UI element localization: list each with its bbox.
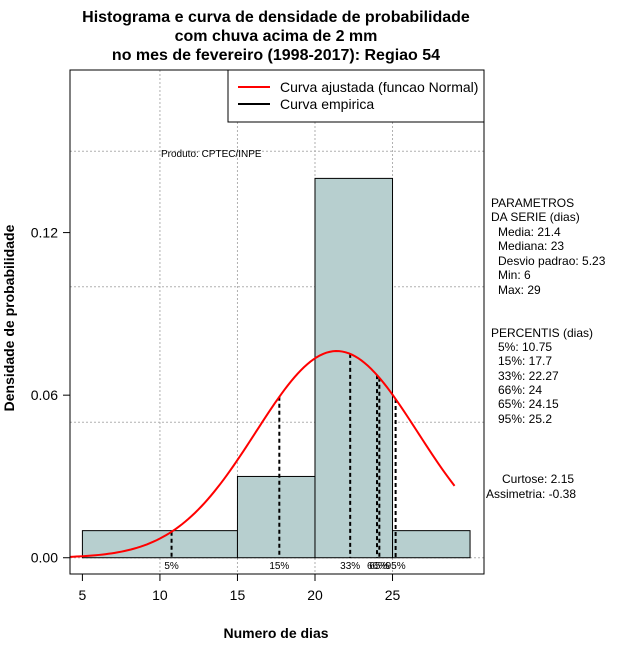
- product-credit: Produto: CPTEC/INPE: [161, 149, 262, 160]
- y-tick-label: 0.12: [31, 225, 58, 241]
- percentile-label: 33%: [340, 561, 360, 572]
- chart-title-line-3: no mes de fevereiro (1998-2017): Regiao …: [112, 47, 440, 64]
- axis-ticks: 5 10 15 20 25 0.00 0.06 0.12: [31, 225, 401, 603]
- histogram-bar: [314, 177, 394, 559]
- histogram-bar: [392, 530, 471, 559]
- assimetria-value: Assimetria: -0.38: [486, 487, 576, 501]
- percentile-label: 95%: [386, 561, 406, 572]
- percentil-5: 5%: 10.75: [498, 340, 552, 354]
- percentil-15: 15%: 17.7: [498, 354, 552, 368]
- percentil-95: 95%: 25.2: [498, 412, 552, 426]
- x-tick-label: 5: [79, 587, 87, 603]
- param-min: Min: 6: [498, 268, 531, 282]
- params-title-2: DA SERIE (dias): [491, 210, 580, 224]
- percentis-panel: PERCENTIS (dias) 5%: 10.75 15%: 17.7 33%…: [491, 326, 593, 426]
- curtose-value: Curtose: 2.15: [502, 472, 574, 486]
- percentile-label: 65%: [369, 561, 389, 572]
- fitted-normal-curve: [69, 350, 456, 558]
- percentile-label: 5%: [164, 561, 179, 572]
- legend: Curva ajustada (funcao Normal) Curva emp…: [227, 69, 485, 123]
- y-tick-label: 0.00: [31, 550, 58, 566]
- param-mediana: Mediana: 23: [498, 239, 564, 253]
- series-parameters-panel: PARAMETROS DA SERIE (dias) Media: 21.4 M…: [491, 196, 606, 297]
- x-tick-label: 20: [307, 587, 323, 603]
- legend-label-empirical: Curva empirica: [280, 96, 374, 112]
- x-tick-label: 10: [152, 587, 168, 603]
- percentile-label: 15%: [269, 561, 289, 572]
- y-tick-label: 0.06: [31, 387, 58, 403]
- percentil-66: 66%: 24: [498, 383, 542, 397]
- percentil-65: 65%: 24.15: [498, 397, 559, 411]
- param-max: Max: 29: [498, 283, 541, 297]
- legend-label-fitted: Curva ajustada (funcao Normal): [280, 79, 478, 95]
- param-desvio: Desvio padrao: 5.23: [498, 254, 606, 268]
- percentil-33: 33%: 22.27: [498, 369, 559, 383]
- x-tick-label: 15: [230, 587, 246, 603]
- legend-box: [227, 69, 485, 123]
- chart-title-line-1: Histograma e curva de densidade de proba…: [82, 9, 470, 26]
- y-axis-title: Densidade de probabilidade: [1, 224, 17, 411]
- percentis-title: PERCENTIS (dias): [491, 326, 593, 340]
- chart-title-line-2: com chuva acima de 2 mm: [175, 28, 378, 45]
- param-media: Media: 21.4: [498, 225, 561, 239]
- x-axis-title: Numero de dias: [223, 625, 328, 641]
- histogram-bars: [81, 177, 471, 559]
- fitted-curve-layer: [69, 350, 456, 558]
- percentile-label: 66%: [367, 561, 387, 572]
- x-tick-label: 25: [385, 587, 401, 603]
- histogram-bar: [236, 475, 316, 559]
- percentile-lines: 5% 15% 33% 66%65%95%: [164, 353, 406, 572]
- params-title-1: PARAMETROS: [491, 196, 574, 210]
